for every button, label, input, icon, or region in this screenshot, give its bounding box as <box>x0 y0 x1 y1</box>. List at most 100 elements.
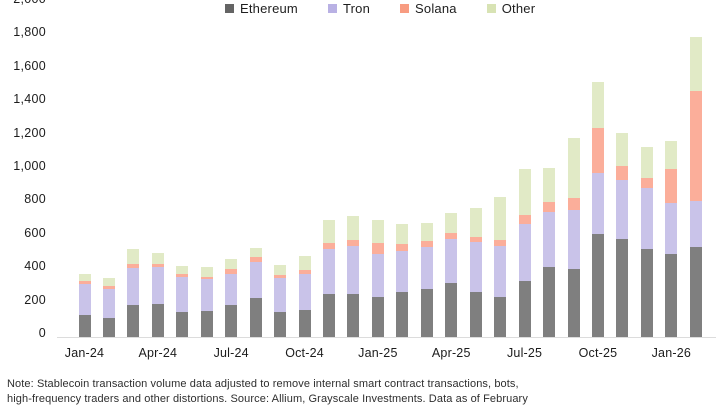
bar-segment-other <box>274 265 287 276</box>
legend-item-other: Other <box>486 1 536 16</box>
legend-label: Other <box>501 1 536 16</box>
y-axis-tick-label: 600 <box>24 225 46 240</box>
y-axis-tick-label: 200 <box>24 292 46 307</box>
footnote: Note: Stablecoin transaction volume data… <box>7 377 716 405</box>
bar-feb-26 <box>689 37 702 337</box>
bar-segment-ethereum <box>420 289 433 337</box>
bar-segment-solana <box>249 256 262 262</box>
bar-segment-ethereum <box>151 303 164 337</box>
bar-segment-tron <box>396 251 409 292</box>
bar-segment-ethereum <box>396 291 409 337</box>
bar-segment-tron <box>591 173 604 235</box>
bar-segment-solana <box>225 269 238 274</box>
bar-segment-ethereum <box>567 268 580 337</box>
bar-segment-tron <box>176 276 189 312</box>
bar-segment-other <box>298 256 311 271</box>
bar-segment-tron <box>200 279 213 312</box>
y-axis-tick-label: 1,800 <box>13 25 46 40</box>
bar-oct-25 <box>591 81 604 337</box>
bar-segment-solana <box>591 127 604 174</box>
legend-swatch-tron <box>327 4 337 13</box>
y-axis-tick-label: 1,000 <box>13 159 46 174</box>
bar-segment-solana <box>445 232 458 239</box>
bar-segment-other <box>494 196 507 241</box>
bar-segment-tron <box>298 273 311 311</box>
bar-segment-other <box>347 216 360 241</box>
bar-segment-other <box>396 223 409 244</box>
bar-segment-ethereum <box>225 305 238 337</box>
bar-segment-ethereum <box>689 246 702 337</box>
bar-segment-tron <box>249 261 262 298</box>
bar-segment-solana <box>420 241 433 247</box>
bar-segment-tron <box>371 253 384 297</box>
bar-apr-25 <box>445 212 458 337</box>
bar-segment-tron <box>469 241 482 292</box>
chart-legend: Ethereum Tron Solana Other <box>225 0 535 17</box>
bar-segment-ethereum <box>665 254 678 337</box>
bar-segment-solana <box>323 242 335 249</box>
bar-segment-other <box>518 169 531 216</box>
bar-segment-other <box>225 258 238 270</box>
bar-segment-ethereum <box>616 238 629 337</box>
y-axis-tick-label: 1,200 <box>13 125 46 140</box>
bar-segment-ethereum <box>543 266 556 337</box>
bar-segment-other <box>102 277 115 287</box>
y-axis-tick-label: 1,600 <box>13 58 46 73</box>
legend-label: Tron <box>342 1 371 16</box>
legend-item-solana: Solana <box>400 1 457 16</box>
bar-oct-24 <box>298 256 311 337</box>
bar-segment-tron <box>494 246 507 297</box>
bar-segment-other <box>469 208 482 237</box>
bar-segment-solana <box>616 165 629 181</box>
bar-segment-solana <box>494 240 507 247</box>
bar-feb-24 <box>102 277 115 337</box>
bar-mar-24 <box>127 248 140 337</box>
bar-segment-tron <box>102 288 115 318</box>
bar-segment-other <box>323 220 335 243</box>
legend-label: Solana <box>415 1 457 16</box>
bar-segment-solana <box>371 242 384 254</box>
bar-segment-solana <box>347 240 360 247</box>
x-axis-tick-label: Jul-24 <box>213 346 249 360</box>
bar-segment-other <box>689 37 702 91</box>
bar-segment-tron <box>543 211 556 267</box>
bar-segment-solana <box>176 274 189 277</box>
bar-segment-tron <box>274 277 287 312</box>
legend-label: Ethereum <box>240 1 298 16</box>
legend-item-ethereum: Ethereum <box>225 1 298 16</box>
bar-jul-24 <box>225 258 238 337</box>
bar-segment-solana <box>567 198 580 211</box>
bar-segment-ethereum <box>78 315 91 337</box>
bar-dec-24 <box>347 216 360 337</box>
bar-segment-solana <box>102 286 115 289</box>
bar-segment-ethereum <box>591 234 604 337</box>
bar-segment-other <box>640 146 653 179</box>
bar-segment-tron <box>665 202 678 255</box>
bar-segment-tron <box>518 224 531 282</box>
bar-segment-ethereum <box>200 311 213 337</box>
bar-segment-ethereum <box>176 311 189 337</box>
legend-swatch-ethereum <box>225 4 234 13</box>
bar-segment-ethereum <box>371 296 384 337</box>
bar-segment-other <box>200 266 213 277</box>
bar-segment-other <box>127 248 140 265</box>
bar-segment-tron <box>640 187 653 249</box>
bar-segment-solana <box>396 243 409 252</box>
bar-segment-solana <box>274 275 287 278</box>
bar-segment-ethereum <box>127 305 140 337</box>
bar-jun-25 <box>494 196 507 337</box>
bar-segment-solana <box>543 201 556 212</box>
bar-jul-25 <box>518 169 531 337</box>
x-axis-tick-label: Oct-25 <box>578 346 618 360</box>
bar-segment-solana <box>689 90 702 201</box>
bar-segment-solana <box>78 281 91 284</box>
legend-swatch-solana <box>400 4 410 13</box>
bar-segment-solana <box>127 264 140 268</box>
bar-segment-other <box>543 168 556 202</box>
bar-may-25 <box>469 208 482 337</box>
bar-jan-25 <box>371 220 384 337</box>
footnote-line-2: high-frequency traders and other distort… <box>7 392 528 405</box>
bar-aug-24 <box>249 247 262 337</box>
bar-sep-25 <box>567 138 580 337</box>
bar-segment-tron <box>689 200 702 247</box>
